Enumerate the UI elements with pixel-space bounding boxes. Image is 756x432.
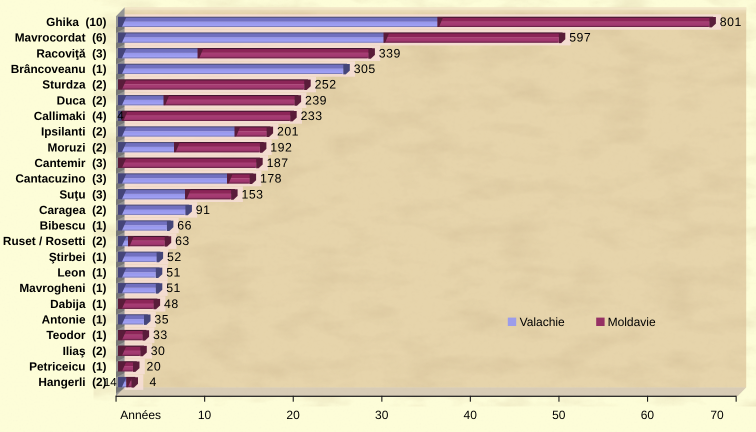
- svg-text:Ruset / Rosetti (2): Ruset / Rosetti (2): [3, 234, 107, 248]
- svg-text:305: 305: [354, 62, 376, 76]
- svg-text:Teodor (1): Teodor (1): [46, 328, 106, 342]
- svg-text:35: 35: [154, 313, 169, 327]
- svg-text:70: 70: [710, 408, 724, 422]
- svg-text:30: 30: [375, 408, 389, 422]
- svg-text:20: 20: [147, 360, 162, 374]
- svg-text:Ştirbei (1): Ştirbei (1): [49, 250, 107, 264]
- svg-text:Caragea (2): Caragea (2): [39, 203, 107, 217]
- svg-text:33: 33: [153, 328, 168, 342]
- svg-text:Racoviţă (3): Racoviţă (3): [36, 46, 106, 60]
- svg-text:Moldavie: Moldavie: [608, 315, 656, 329]
- svg-text:30: 30: [151, 344, 166, 358]
- svg-text:50: 50: [552, 408, 566, 422]
- svg-text:Suţu (3): Suţu (3): [59, 187, 106, 201]
- svg-text:48: 48: [164, 297, 179, 311]
- svg-text:Mavrocordat (6): Mavrocordat (6): [15, 31, 107, 45]
- svg-text:Brâncoveanu (1): Brâncoveanu (1): [11, 62, 107, 76]
- svg-text:Cantemir (3): Cantemir (3): [34, 156, 106, 170]
- svg-text:Valachie: Valachie: [520, 315, 565, 329]
- svg-text:Bibescu (1): Bibescu (1): [40, 219, 107, 233]
- svg-text:187: 187: [267, 156, 289, 170]
- svg-text:52: 52: [167, 250, 182, 264]
- svg-text:40: 40: [464, 408, 478, 422]
- svg-text:Ghika (10): Ghika (10): [46, 15, 106, 29]
- svg-text:4: 4: [150, 375, 157, 389]
- svg-text:66: 66: [177, 219, 192, 233]
- svg-text:801: 801: [720, 15, 742, 29]
- svg-text:14: 14: [104, 376, 117, 389]
- svg-text:192: 192: [270, 140, 292, 154]
- svg-text:60: 60: [641, 408, 655, 422]
- svg-text:Hangerli (2): Hangerli (2): [38, 375, 106, 389]
- svg-text:10: 10: [198, 408, 212, 422]
- svg-text:51: 51: [166, 281, 181, 295]
- svg-text:Dabija (1): Dabija (1): [50, 297, 106, 311]
- svg-text:239: 239: [305, 93, 327, 107]
- svg-text:Duca (2): Duca (2): [57, 93, 107, 107]
- svg-text:63: 63: [175, 234, 190, 248]
- svg-text:4: 4: [117, 110, 124, 123]
- svg-text:Années: Années: [120, 408, 161, 422]
- svg-text:Cantacuzino (3): Cantacuzino (3): [15, 172, 106, 186]
- svg-text:Moruzi (2): Moruzi (2): [48, 140, 107, 154]
- svg-text:Callimaki (4): Callimaki (4): [34, 109, 107, 123]
- svg-text:Sturdza (2): Sturdza (2): [42, 78, 106, 92]
- svg-text:233: 233: [301, 109, 323, 123]
- svg-text:Leon (1): Leon (1): [57, 266, 106, 280]
- svg-text:20: 20: [286, 408, 300, 422]
- svg-text:Mavrogheni (1): Mavrogheni (1): [19, 281, 106, 295]
- svg-text:597: 597: [569, 31, 591, 45]
- svg-text:91: 91: [196, 203, 211, 217]
- svg-text:Antonie (1): Antonie (1): [42, 313, 107, 327]
- svg-text:51: 51: [166, 266, 181, 280]
- svg-text:Ipsilanti (2): Ipsilanti (2): [41, 125, 107, 139]
- svg-text:Petriceicu (1): Petriceicu (1): [29, 360, 106, 374]
- svg-text:153: 153: [242, 187, 264, 201]
- svg-text:339: 339: [379, 46, 401, 60]
- svg-text:Iliaş (2): Iliaş (2): [63, 344, 107, 358]
- svg-text:178: 178: [260, 172, 282, 186]
- svg-text:201: 201: [277, 125, 299, 139]
- svg-text:252: 252: [315, 78, 337, 92]
